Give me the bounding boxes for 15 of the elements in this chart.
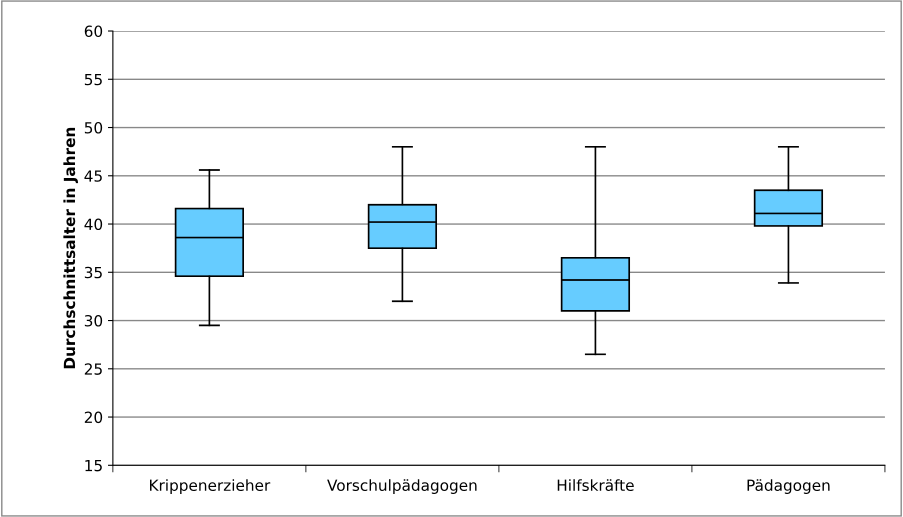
y-tick-label: 45 (84, 170, 102, 182)
y-tick-label: 20 (84, 412, 102, 424)
x-tick-label: Pädagogen (748, 479, 830, 494)
y-tick-label: 25 (84, 363, 102, 375)
y-tick-label: 35 (84, 266, 102, 278)
y-tick-label: 40 (84, 218, 102, 230)
y-axis-title: Durchschnittsalter in Jahren (63, 128, 78, 368)
x-tick-label: Hilfskräfte (558, 479, 634, 492)
y-tick-label: 55 (84, 74, 102, 86)
x-tick-label: Krippenerzieher (150, 479, 270, 494)
x-tick-label: Vorschulpädagogen (327, 479, 477, 494)
y-tick-label: 50 (84, 122, 102, 134)
y-tick-label: 15 (85, 460, 102, 472)
y-tick-label: 30 (84, 315, 102, 327)
y-tick-label: 60 (84, 25, 102, 38)
